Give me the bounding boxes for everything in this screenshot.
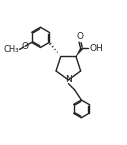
Text: N: N bbox=[65, 75, 72, 84]
Text: O: O bbox=[22, 42, 29, 51]
Text: O: O bbox=[76, 32, 83, 41]
Text: OH: OH bbox=[89, 44, 103, 53]
Text: CH₃: CH₃ bbox=[3, 45, 19, 54]
Polygon shape bbox=[76, 48, 83, 57]
